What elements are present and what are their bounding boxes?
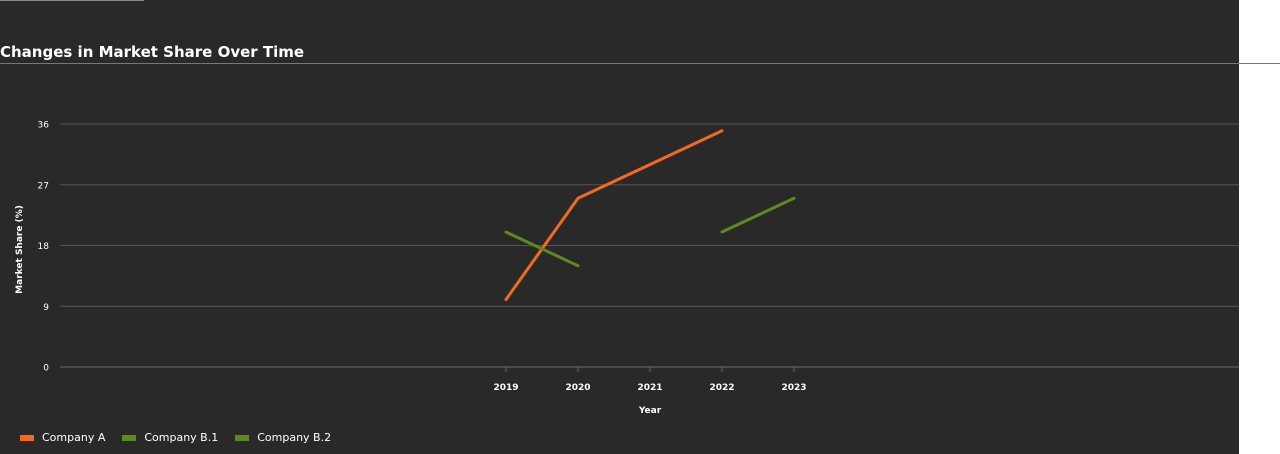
x-axis-label: Year: [638, 406, 662, 416]
series-line-company-b-1: [504, 230, 580, 268]
legend-label: Company B.2: [257, 431, 332, 444]
legend-item[interactable]: Company A: [20, 431, 105, 444]
legend-label: Company B.1: [144, 431, 219, 444]
y-tick-label: 27: [38, 181, 49, 191]
legend: Company A Company B.1 Company B.2: [20, 431, 348, 444]
y-tick-label: 36: [38, 121, 50, 131]
series-line-company-a: [504, 129, 724, 301]
x-tick-label: 2021: [637, 383, 662, 393]
chart-title: Changes in Market Share Over Time: [0, 43, 305, 61]
x-tick-label: 2023: [781, 383, 806, 393]
y-tick-label: 9: [43, 303, 49, 313]
legend-item[interactable]: Company B.1: [122, 431, 218, 444]
series-line-company-b-2: [720, 196, 796, 234]
title-divider: [0, 63, 1280, 64]
legend-swatch: [20, 434, 34, 441]
y-axis-label: Market Share (%): [15, 205, 25, 294]
legend-label: Company A: [42, 431, 106, 444]
legend-item[interactable]: Company B.2: [235, 431, 331, 444]
legend-swatch: [235, 434, 250, 441]
legend-swatch: [122, 434, 137, 441]
top-tab-indicator: [0, 0, 144, 1]
chart-panel: Changes in Market Share Over Time 0 9 18 27…: [0, 0, 1239, 454]
y-tick-label: 18: [38, 242, 50, 252]
x-tick-label: 2022: [709, 383, 734, 393]
x-tick-label: 2020: [565, 383, 590, 393]
x-tick-label: 2019: [493, 383, 518, 393]
line-chart: 0 9 18 27 36 2019 2020 2021 2022 2023 Year Market S…: [15, 121, 1239, 416]
y-tick-label: 0: [43, 364, 49, 374]
